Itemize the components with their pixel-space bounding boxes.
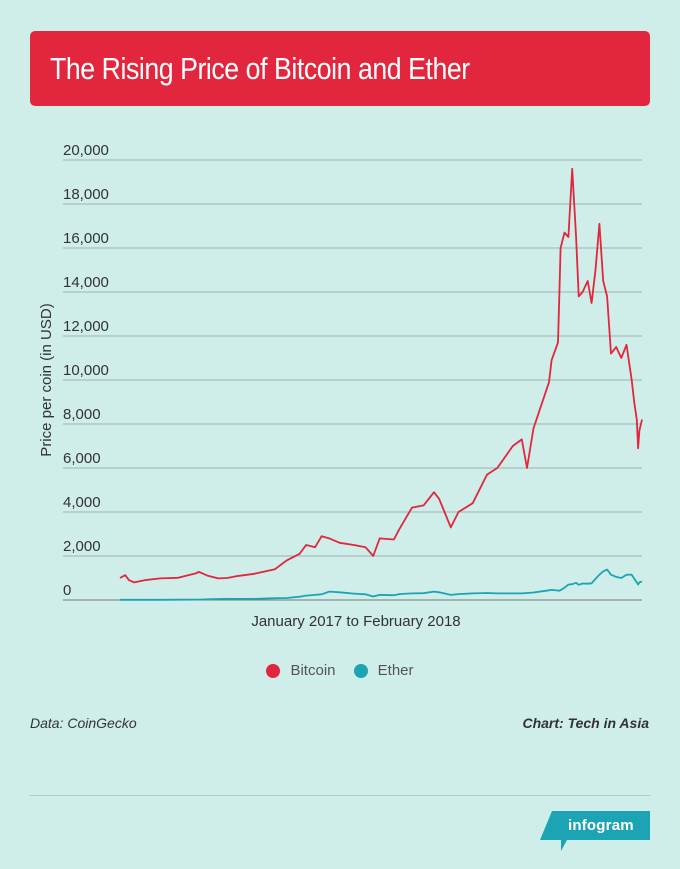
y-tick-label: 4,000 — [63, 494, 101, 511]
footer-divider — [30, 795, 650, 796]
gridlines — [63, 159, 642, 601]
legend-bitcoin-dot-icon — [266, 663, 281, 678]
y-tick-label: 16,000 — [63, 230, 109, 247]
y-tick-label: 14,000 — [63, 274, 109, 291]
y-tick-label: 20,000 — [63, 142, 109, 159]
line-chart: 0 2,000 4,000 6,000 8,000 10,000 12,000 14,000 1… — [38, 142, 643, 630]
title-banner: The Rising Price of Bitcoin and Ether — [30, 31, 650, 106]
y-tick-label: 8,000 — [63, 406, 101, 423]
y-tick-label: 6,000 — [63, 450, 101, 467]
y-tick-label: 18,000 — [63, 186, 109, 203]
y-tick-label: 2,000 — [63, 538, 101, 555]
legend-ether-dot-icon — [353, 663, 368, 678]
legend: Bitcoin Ether — [0, 662, 680, 682]
series-lines — [119, 167, 643, 601]
y-axis-title: Price per coin (in USD) — [38, 303, 55, 456]
data-source: Data: CoinGecko — [30, 715, 137, 731]
badge-label: infogram — [568, 817, 634, 834]
y-tick-label: 10,000 — [63, 362, 109, 379]
chart-credit: Chart: Tech in Asia — [522, 715, 649, 731]
legend-item-ether[interactable]: Ether — [353, 662, 414, 679]
y-axis-ticks: 0 2,000 4,000 6,000 8,000 10,000 12,000 14,000 1… — [63, 142, 109, 599]
series-line-bitcoin[interactable] — [119, 167, 643, 584]
y-tick-label: 0 — [63, 582, 71, 599]
badge-shape-icon — [540, 811, 650, 851]
legend-ether-label: Ether — [377, 662, 414, 679]
infogram-badge[interactable]: infogram — [540, 811, 650, 851]
legend-item-bitcoin[interactable]: Bitcoin — [266, 662, 336, 679]
chart-title: The Rising Price of Bitcoin and Ether — [50, 51, 470, 86]
y-tick-label: 12,000 — [63, 318, 109, 335]
x-axis-title: January 2017 to February 2018 — [251, 613, 460, 630]
legend-bitcoin-label: Bitcoin — [290, 662, 336, 679]
series-line-ether[interactable] — [120, 568, 643, 601]
